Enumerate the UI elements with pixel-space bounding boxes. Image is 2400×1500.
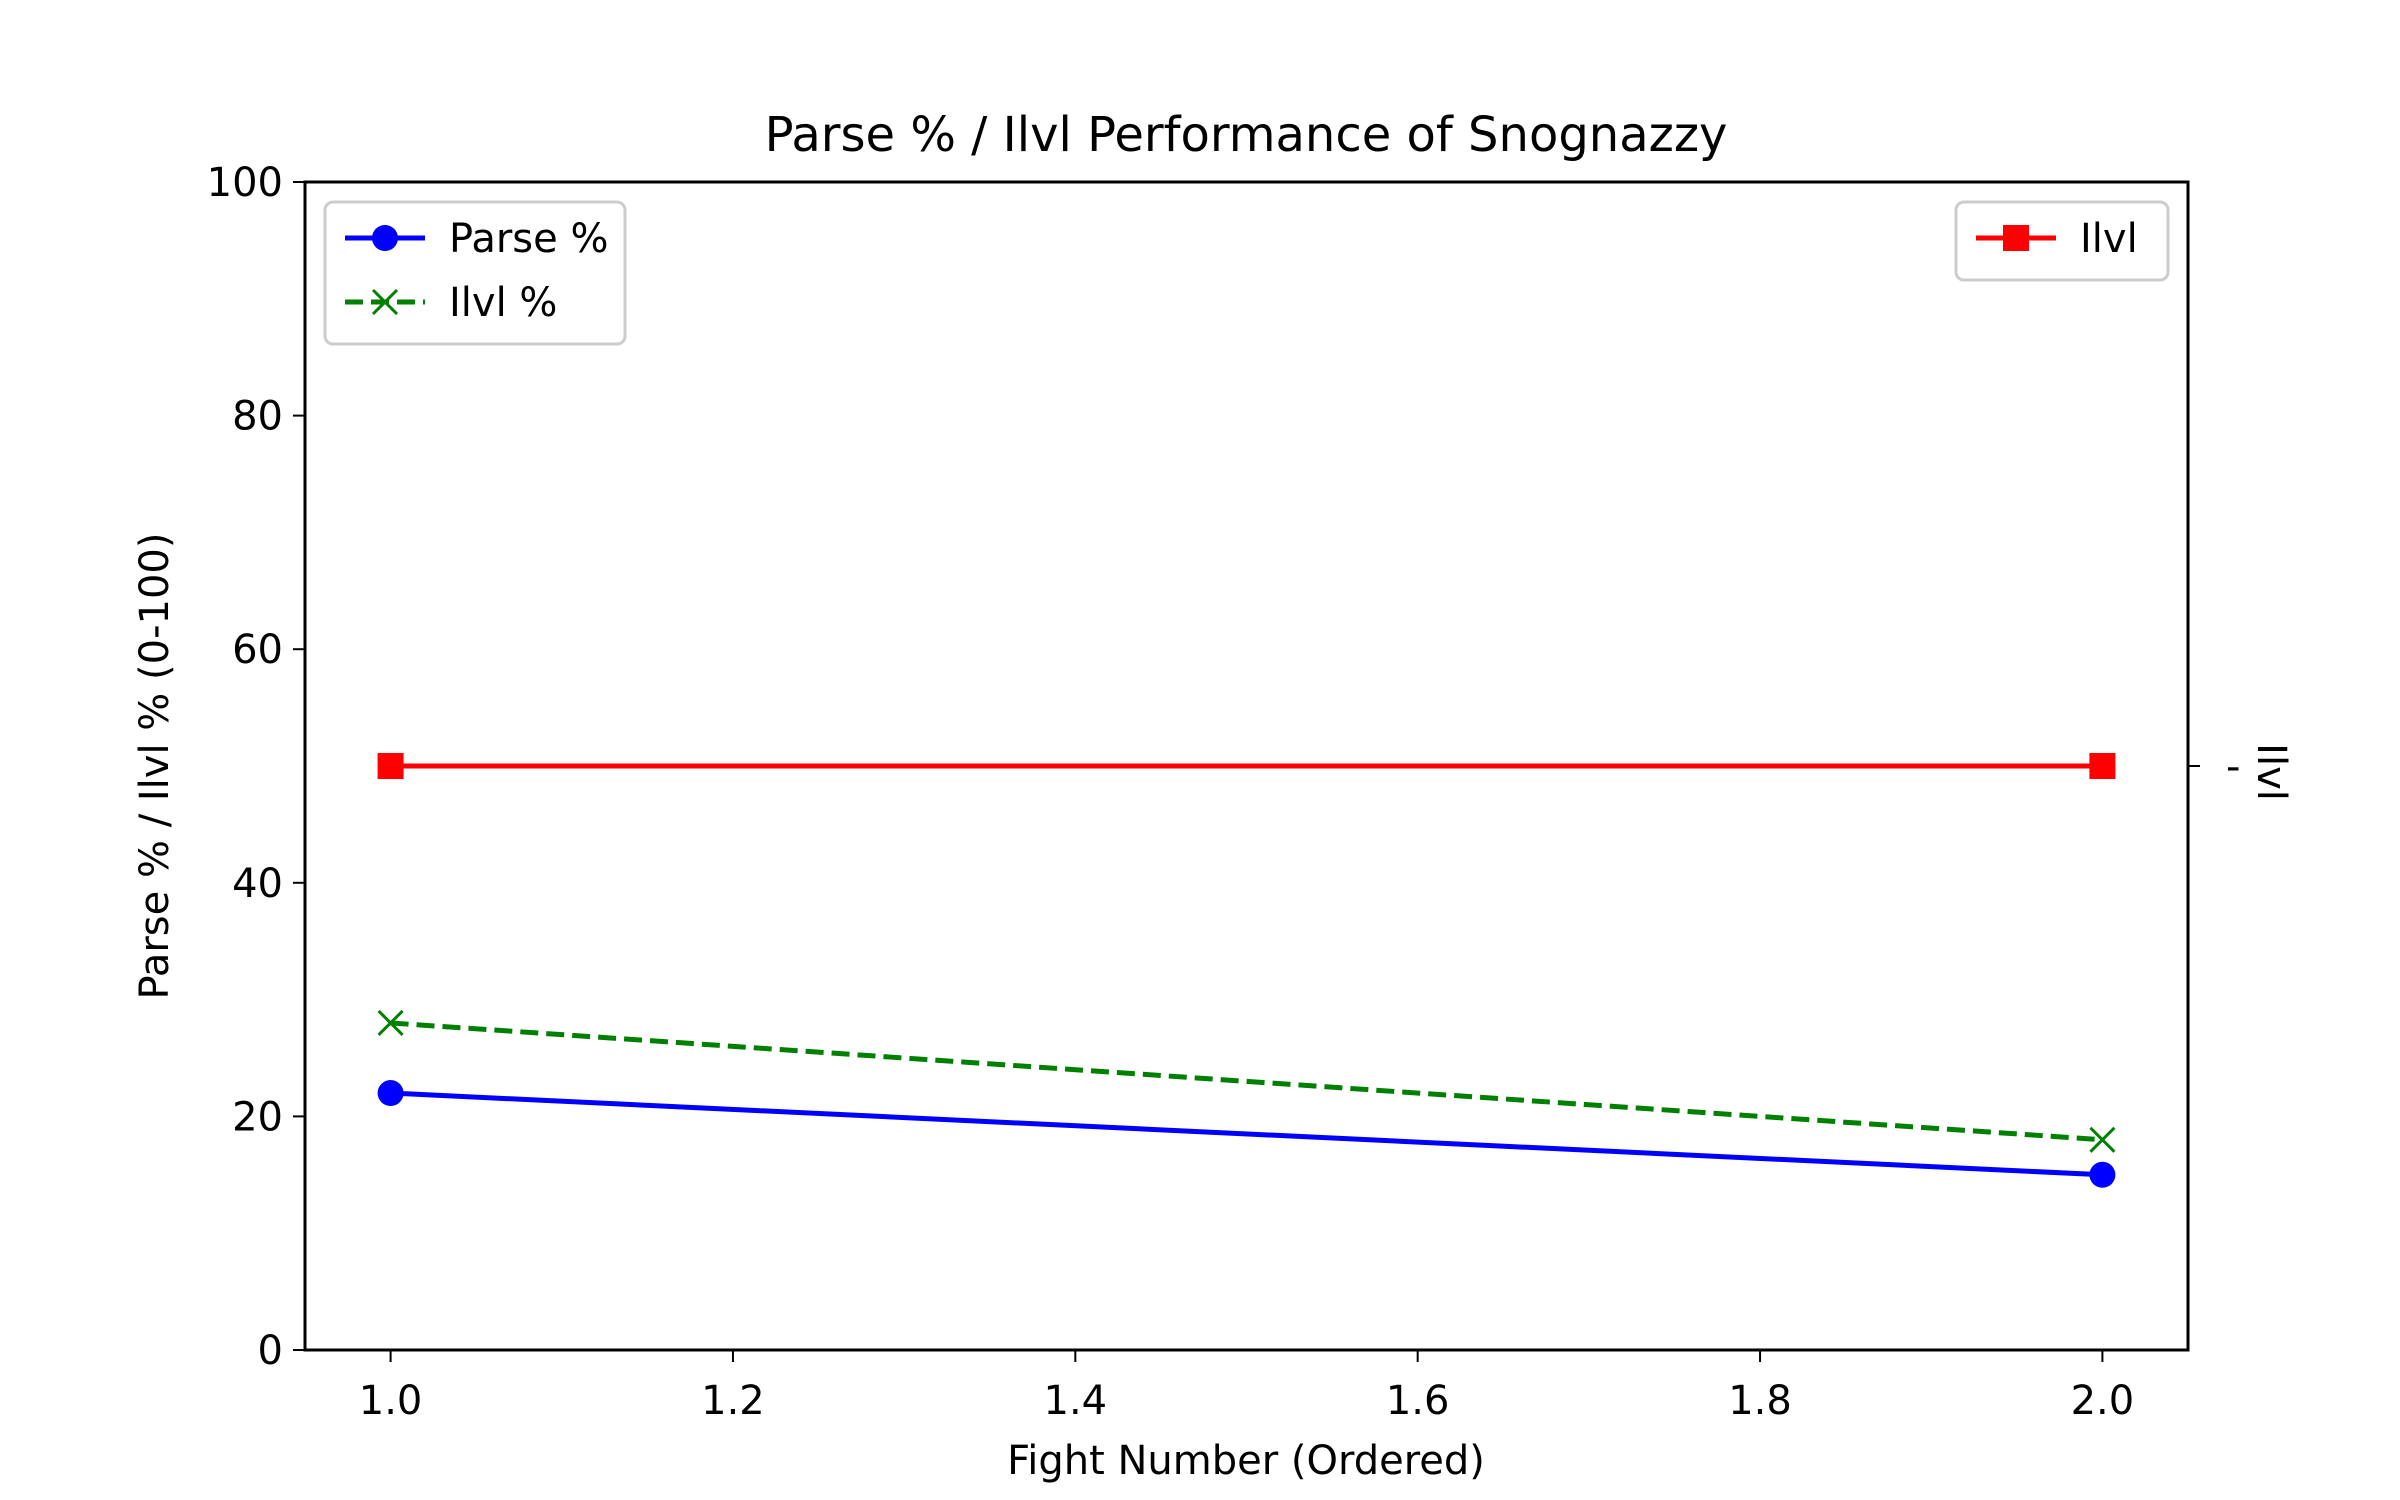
y-axis-label: Parse % / Ilvl % (0-100): [132, 533, 178, 1000]
data-point: [2089, 1161, 2116, 1188]
data-point: [377, 1080, 404, 1107]
data-point-stroke: [371, 288, 399, 316]
series-ilvl: [377, 1009, 2116, 1153]
y-tick-label: 0: [258, 1328, 283, 1374]
data-point-stroke: [377, 1009, 404, 1037]
legend-item: Ilvl %: [345, 280, 557, 326]
legends: Parse % Ilvl % Ilvl: [323, 200, 2170, 346]
data-point: [372, 225, 398, 251]
x-tick-label: 1.2: [701, 1378, 765, 1424]
data-point: [377, 753, 404, 779]
x-tick-label: 1.6: [1386, 1378, 1450, 1424]
data-point: [371, 288, 399, 316]
legend-upper-right: Ilvl: [1954, 200, 2170, 282]
legend-upper-left: Parse % Ilvl %: [323, 200, 627, 346]
x-tick-label: 2.0: [2071, 1378, 2135, 1424]
series-parse: [377, 1080, 2116, 1188]
x-tick-label: 1.8: [1728, 1378, 1792, 1424]
y-tick-label: 60: [232, 627, 283, 673]
y-tick-label: 20: [232, 1094, 283, 1140]
legend-frame: [1954, 200, 2170, 282]
axis-ticks: 1.0 1.2 1.4 1.6 1.8 2.0 0 20 40 60 80 100 -: [207, 160, 2241, 1424]
x-axis-label: Fight Number (Ordered): [1007, 1438, 1485, 1484]
legend-label: Parse %: [449, 216, 608, 262]
data-point: [377, 1009, 404, 1037]
legend-item: Parse %: [345, 216, 608, 262]
legend-item: Ilvl: [1976, 216, 2138, 262]
data-point: [2089, 1126, 2116, 1153]
data-point: [2003, 225, 2029, 251]
x-tick-label: 1.0: [359, 1378, 423, 1424]
y-tick-label: 100: [207, 160, 283, 206]
series-line: [390, 1090, 2103, 1178]
legend-label: Ilvl: [2080, 216, 2138, 262]
data-point: [2089, 753, 2116, 779]
series-layer: [377, 753, 2116, 1188]
chart-title: Parse % / Ilvl Performance of Snognazzy: [765, 107, 1728, 163]
y2-tick-label: -: [2226, 744, 2240, 790]
legend-label: Ilvl %: [449, 280, 557, 326]
x-tick-label: 1.4: [1044, 1378, 1108, 1424]
data-point-stroke: [2089, 1126, 2116, 1153]
y2-axis-label: Ilvl: [2248, 743, 2294, 801]
y-tick-label: 80: [232, 394, 283, 440]
y-tick-label: 40: [232, 861, 283, 907]
series-ilvl: [377, 753, 2116, 779]
plot-frame: [303, 180, 2190, 1352]
